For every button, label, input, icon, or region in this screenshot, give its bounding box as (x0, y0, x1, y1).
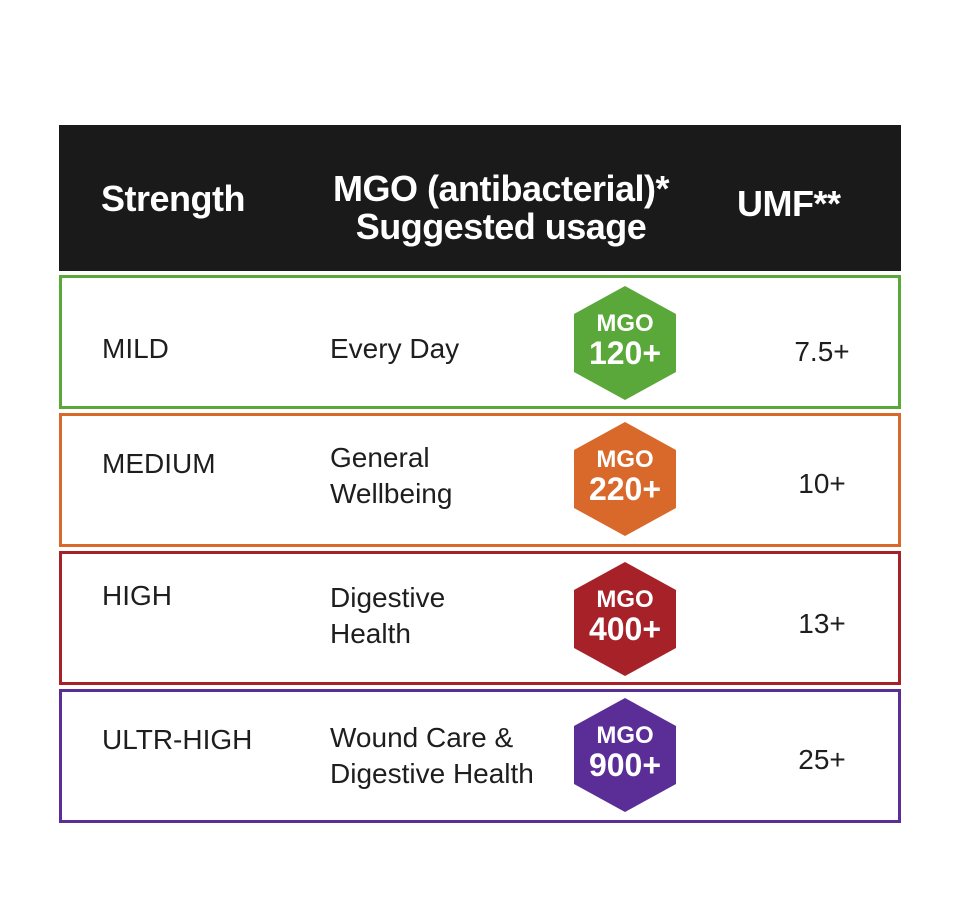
row-strength: HIGH (102, 580, 172, 611)
header-mgo-line1: MGO (antibacterial)* (332, 168, 670, 209)
mgo-strength-table: Strength MGO (antibacterial)* Suggested … (59, 125, 901, 823)
row-usage: Wound Care & Digestive Health (330, 720, 534, 792)
row-strength: MILD (102, 333, 169, 364)
mgo-hexagon-badge: MGO 120+ (572, 284, 678, 402)
badge-value: 120+ (588, 335, 662, 371)
row-usage-line2: Digestive Health (330, 758, 534, 789)
badge-value: 900+ (588, 747, 662, 783)
row-usage: General Wellbeing (330, 440, 452, 512)
table-header: Strength MGO (antibacterial)* Suggested … (59, 125, 901, 271)
badge-value: 220+ (588, 471, 662, 507)
row-umf: 10+ (798, 468, 846, 499)
row-usage-line2: Health (330, 618, 411, 649)
row-usage-line1: Every Day (330, 333, 460, 364)
row-strength: MEDIUM (102, 448, 216, 479)
table-row-mild: MILD Every Day MGO 120+ 7.5+ (59, 275, 901, 409)
row-umf: 25+ (798, 744, 846, 775)
table-row-medium: MEDIUM General Wellbeing MGO 220+ 10+ (59, 413, 901, 547)
header-mgo: MGO (antibacterial)* Suggested usage (331, 170, 671, 246)
row-umf: 13+ (798, 608, 846, 639)
badge-label: MGO (596, 446, 654, 473)
row-usage-line1: Wound Care & (330, 722, 514, 753)
table-row-high: HIGH Digestive Health MGO 400+ 13+ (59, 551, 901, 685)
hexagon-icon (574, 698, 676, 812)
table-row-ultra-high: ULTR-HIGH Wound Care & Digestive Health … (59, 689, 901, 823)
row-usage-line2: Wellbeing (330, 478, 453, 509)
hexagon-icon (574, 562, 676, 676)
header-strength: Strength (101, 178, 246, 219)
badge-label: MGO (596, 310, 654, 337)
row-usage: Digestive Health (330, 580, 445, 652)
row-strength: ULTR-HIGH (102, 724, 253, 755)
row-usage-line1: Digestive (330, 582, 446, 613)
header-mgo-line2: Suggested usage (355, 206, 647, 247)
hexagon-icon (574, 286, 676, 400)
mgo-hexagon-badge: MGO 220+ (572, 420, 678, 538)
badge-label: MGO (596, 722, 654, 749)
badge-label: MGO (596, 586, 654, 613)
hexagon-icon (574, 422, 676, 536)
mgo-hexagon-badge: MGO 400+ (572, 560, 678, 678)
badge-value: 400+ (588, 611, 662, 647)
header-umf: UMF** (737, 183, 841, 224)
row-usage: Every Day (330, 331, 459, 367)
row-umf: 7.5+ (794, 336, 850, 367)
mgo-hexagon-badge: MGO 900+ (572, 696, 678, 814)
row-usage-line1: General (330, 442, 430, 473)
